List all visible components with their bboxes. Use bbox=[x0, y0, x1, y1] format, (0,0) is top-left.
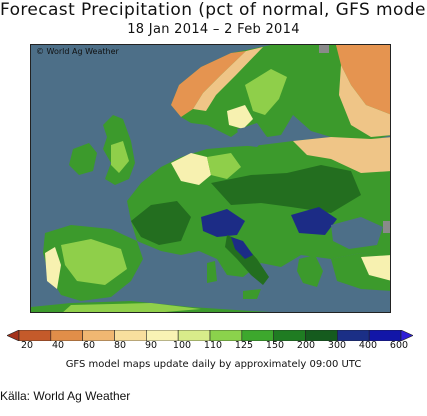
black-sea bbox=[331, 217, 383, 249]
scale-arrow-right bbox=[400, 330, 413, 341]
scale-label: 80 bbox=[113, 340, 127, 351]
scale-label: 300 bbox=[327, 340, 347, 351]
benelux-pale bbox=[171, 153, 211, 185]
germany-light-green bbox=[207, 153, 241, 179]
scale-segments bbox=[7, 330, 413, 341]
britain-light-green bbox=[111, 141, 129, 173]
portugal-pale bbox=[45, 247, 61, 289]
sardinia bbox=[207, 261, 217, 283]
europe-map-graphic bbox=[31, 45, 390, 312]
turkey-pale bbox=[361, 255, 390, 281]
sweden-south-pale bbox=[227, 105, 253, 129]
ireland bbox=[69, 143, 97, 175]
source-caption: Källa: World Ag Weather bbox=[0, 389, 131, 403]
grey-patch-1 bbox=[319, 45, 329, 53]
map-credit-text: World Ag Weather bbox=[46, 47, 119, 56]
central-dark-green bbox=[211, 165, 361, 213]
precipitation-map bbox=[30, 44, 391, 313]
italy-navy bbox=[231, 237, 253, 259]
spain-light-green bbox=[61, 239, 127, 285]
scale-label: 125 bbox=[234, 340, 254, 351]
map-credit: © World Ag Weather bbox=[36, 47, 119, 56]
update-note: GFS model maps update daily by approxima… bbox=[65, 359, 362, 370]
precipitation-color-scale bbox=[7, 330, 413, 341]
scale-label: 40 bbox=[51, 340, 65, 351]
north-africa-light bbox=[63, 303, 201, 312]
scale-label: 200 bbox=[296, 340, 316, 351]
grey-patch-2 bbox=[383, 221, 390, 233]
balkans-navy bbox=[291, 207, 337, 235]
baltic-sea bbox=[237, 125, 267, 147]
scale-label: 100 bbox=[172, 340, 192, 351]
baltic-tan bbox=[293, 137, 390, 173]
map-title: Forecast Precipitation (pct of normal, G… bbox=[0, 0, 427, 20]
norway-coast-orange bbox=[171, 51, 246, 117]
greece bbox=[297, 255, 323, 287]
northeast-orange bbox=[336, 45, 390, 115]
alps-navy bbox=[201, 209, 245, 237]
date-range: 18 Jan 2014 – 2 Feb 2014 bbox=[127, 22, 300, 37]
sicily bbox=[243, 289, 261, 299]
sweden-light-green bbox=[245, 69, 287, 115]
northeast-tan bbox=[339, 65, 390, 137]
scale-label: 20 bbox=[20, 340, 34, 351]
copyright-icon: © bbox=[36, 47, 44, 56]
scale-label: 600 bbox=[389, 340, 409, 351]
scale-label: 90 bbox=[144, 340, 158, 351]
france-dark-green bbox=[131, 201, 191, 245]
scale-labels: 20 40 60 80 90 100 110 125 150 200 300 4… bbox=[0, 340, 427, 354]
norway-coast-tan bbox=[193, 47, 263, 111]
scale-label: 400 bbox=[358, 340, 378, 351]
scale-label: 60 bbox=[82, 340, 96, 351]
scale-label: 110 bbox=[203, 340, 223, 351]
scale-label: 150 bbox=[265, 340, 285, 351]
